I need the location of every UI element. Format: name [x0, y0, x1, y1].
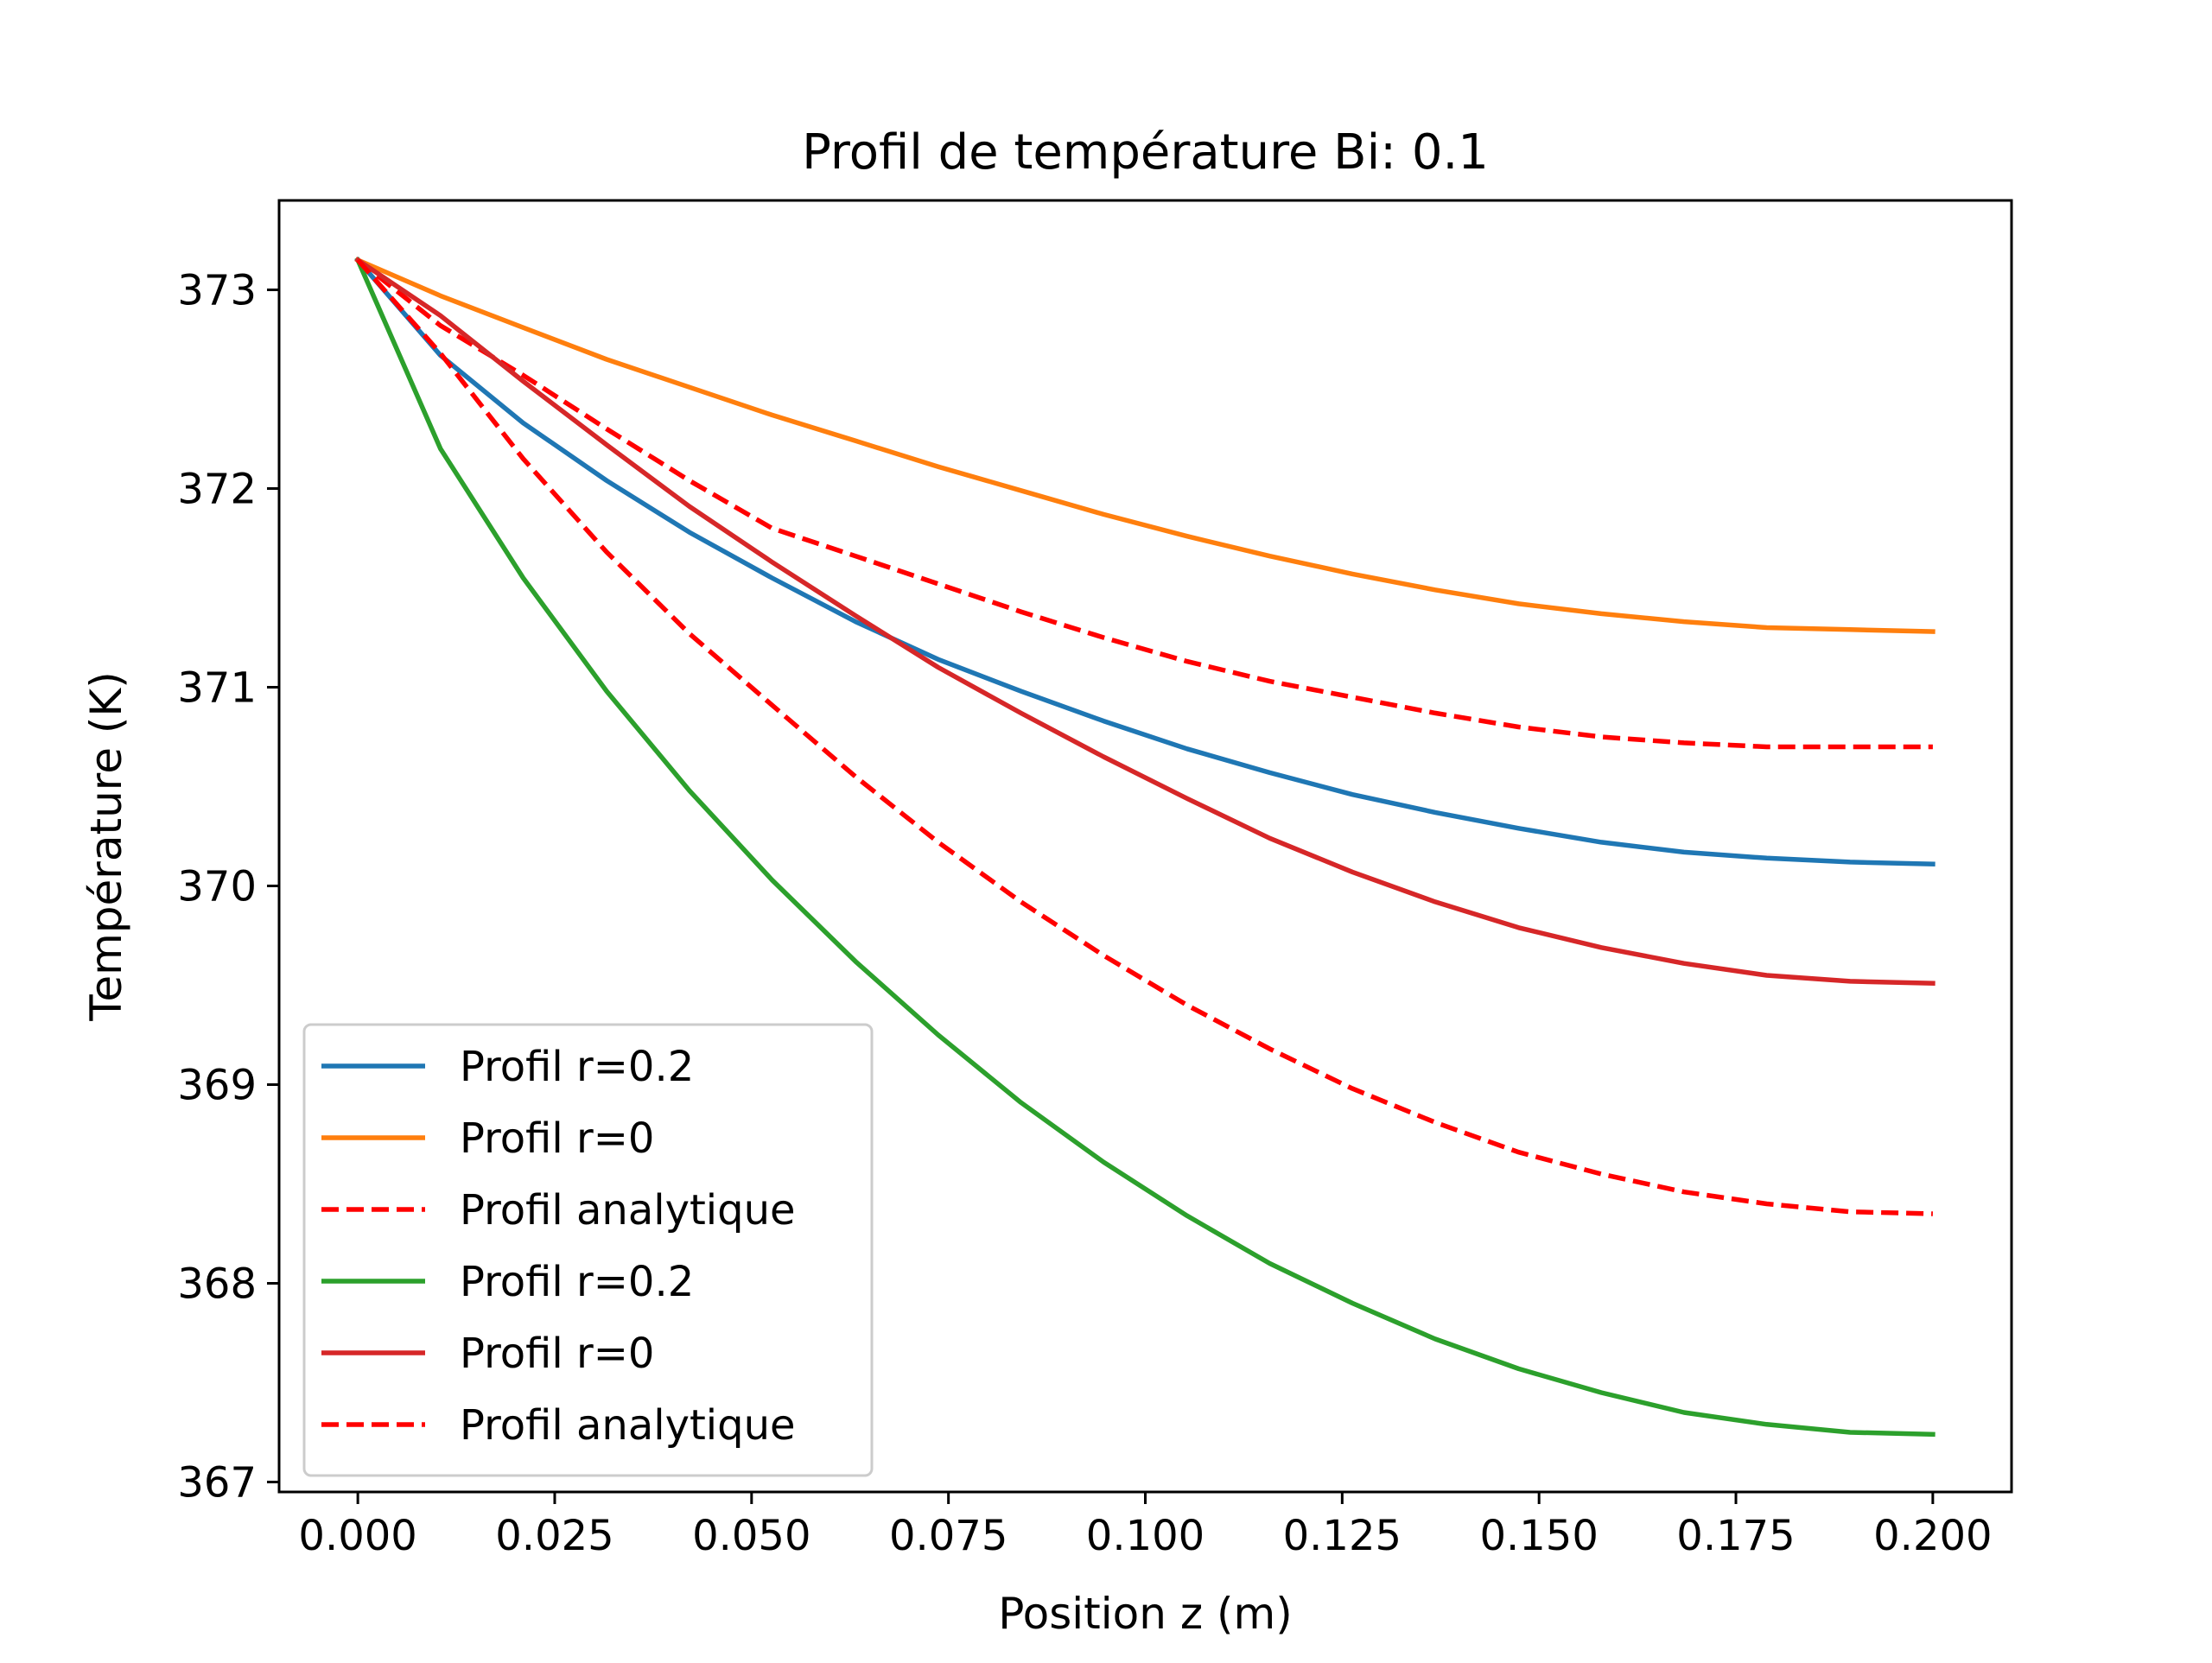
legend-label: Profil analytique	[460, 1401, 796, 1450]
chart-title: Profil de température Bi: 0.1	[802, 124, 1489, 181]
x-tick-label: 0.125	[1283, 1512, 1402, 1560]
x-axis-label: Position z (m)	[998, 1589, 1292, 1639]
series-line-4	[354, 257, 1936, 1438]
y-tick-label: 372	[177, 466, 257, 514]
x-tick-label: 0.200	[1873, 1512, 1992, 1560]
x-tick-label: 0.000	[298, 1512, 416, 1560]
y-tick-label: 369	[177, 1062, 257, 1110]
x-tick-label: 0.075	[889, 1512, 1007, 1560]
x-axis: 0.000 0.025 0.050 0.075 0.100 0.125 0.150 0.175…	[298, 1492, 1993, 1560]
series-layer	[354, 257, 1936, 1438]
series-line-3	[356, 257, 1933, 750]
series-line-1	[354, 257, 1936, 867]
legend-label: Profil r=0.2	[460, 1258, 694, 1306]
x-tick-label: 0.050	[692, 1512, 810, 1560]
x-tick-label: 0.175	[1676, 1512, 1795, 1560]
x-tick-label: 0.025	[495, 1512, 613, 1560]
series-line-5	[354, 257, 1936, 987]
y-tick-label: 367	[177, 1459, 257, 1507]
y-tick-label: 373	[177, 267, 257, 315]
series-line-6	[356, 258, 1933, 1216]
legend-label: Profil r=0	[460, 1330, 654, 1378]
y-axis-label: Température (K)	[81, 671, 131, 1021]
y-tick-label: 368	[177, 1260, 257, 1309]
legend-label: Profil r=0.2	[460, 1043, 694, 1091]
x-tick-label: 0.100	[1086, 1512, 1205, 1560]
legend-label: Profil analytique	[460, 1186, 796, 1235]
legend: Profil r=0.2 Profil r=0 Profil analytique P…	[302, 1023, 874, 1477]
legend-box	[302, 1023, 874, 1477]
y-axis: 367 368 369 370 371 372 373	[177, 267, 279, 1507]
y-tick-label: 371	[177, 664, 257, 713]
legend-label: Profil r=0	[460, 1114, 654, 1163]
y-tick-label: 370	[177, 863, 257, 911]
x-tick-label: 0.150	[1479, 1512, 1598, 1560]
series-line-2	[354, 257, 1936, 634]
